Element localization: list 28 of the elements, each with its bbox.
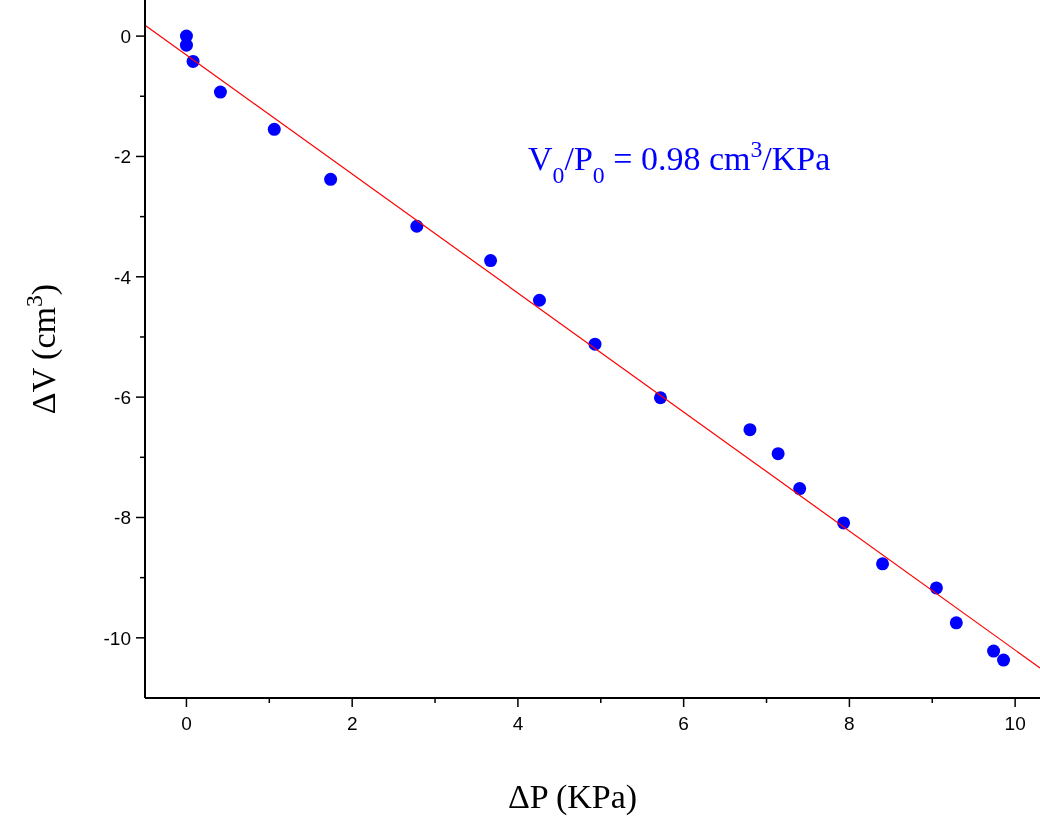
point bbox=[410, 219, 424, 233]
point bbox=[213, 85, 227, 99]
x-tick-label: 0 bbox=[181, 713, 192, 734]
point bbox=[793, 482, 807, 496]
x-tick-label: 6 bbox=[678, 713, 689, 734]
y-tick-label: 0 bbox=[120, 26, 131, 48]
y-tick-label: -4 bbox=[114, 266, 132, 288]
point bbox=[949, 616, 963, 630]
x-axis-title: ΔP (KPa) bbox=[507, 778, 638, 816]
x-tick-label: 4 bbox=[512, 713, 524, 734]
y-tick-label: -10 bbox=[103, 627, 131, 649]
point bbox=[743, 423, 757, 437]
point bbox=[532, 293, 546, 307]
x-tick-label: 8 bbox=[844, 713, 855, 734]
point bbox=[997, 653, 1011, 667]
x-tick-label: 10 bbox=[1004, 713, 1026, 734]
point bbox=[987, 644, 1001, 658]
y-tick-label: -2 bbox=[114, 146, 131, 168]
point bbox=[771, 447, 785, 461]
x-tick-label: 2 bbox=[346, 713, 358, 734]
point bbox=[267, 122, 281, 136]
y-tick-label: -8 bbox=[114, 507, 131, 529]
annotation: V$_{0}$/P$_{0}$ = 0.98 cm$^{3}$/KPa bbox=[528, 136, 831, 188]
point bbox=[179, 38, 193, 52]
y-tick-label: -6 bbox=[114, 387, 131, 409]
point bbox=[484, 254, 498, 268]
point bbox=[876, 557, 890, 571]
point bbox=[324, 172, 338, 186]
